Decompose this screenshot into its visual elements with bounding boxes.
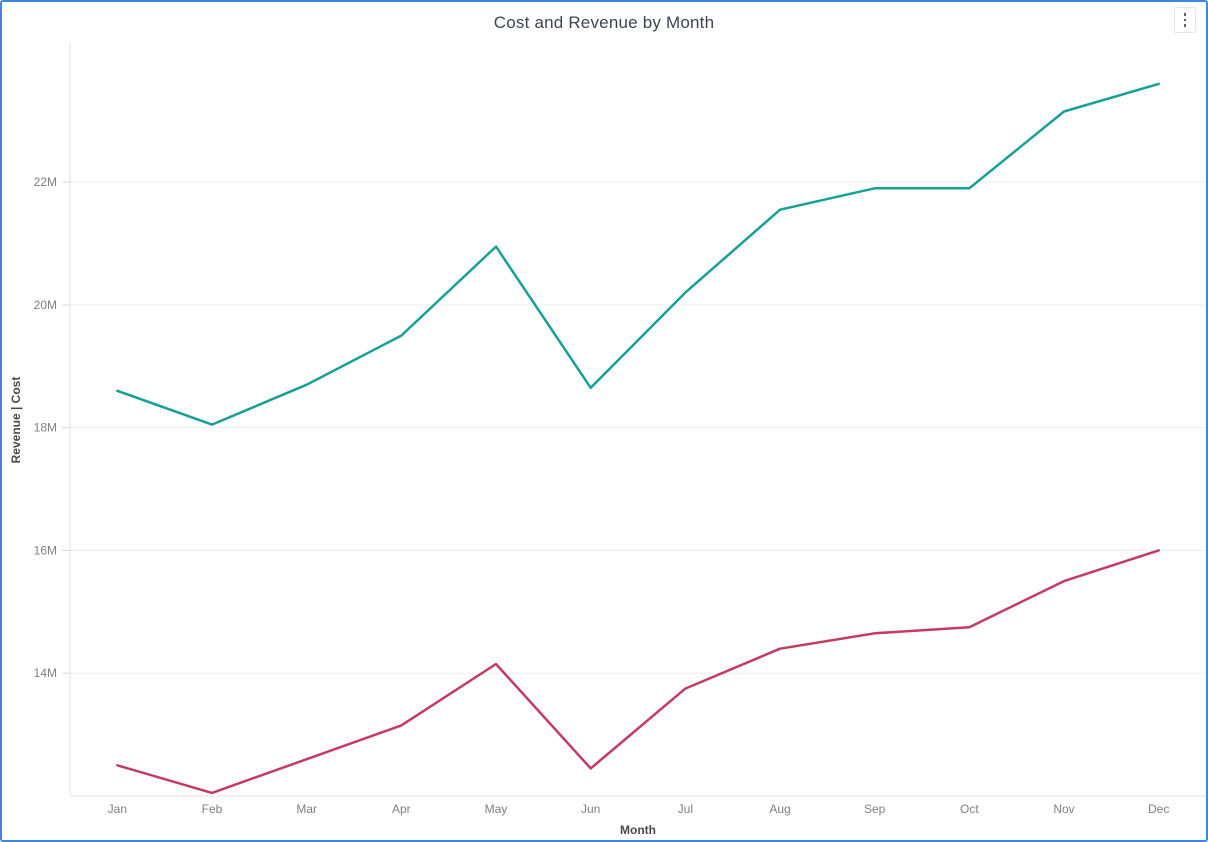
y-axis-tick-label: 22M xyxy=(34,175,57,189)
kebab-dot-icon xyxy=(1183,13,1187,16)
x-axis-category-label: Mar xyxy=(296,802,317,816)
x-axis-title: Month xyxy=(620,823,656,837)
x-axis-category-label: May xyxy=(485,802,508,816)
x-axis-category-label: Apr xyxy=(392,802,411,816)
x-axis-category-label: Feb xyxy=(202,802,223,816)
series-line-revenue[interactable] xyxy=(116,82,1160,426)
x-axis-category-label: Dec xyxy=(1148,802,1169,816)
x-axis-category-label: Nov xyxy=(1053,802,1074,816)
kebab-dot-icon xyxy=(1183,24,1187,27)
series-line-cost[interactable] xyxy=(116,549,1160,795)
x-axis-category-label: Aug xyxy=(769,802,790,816)
x-axis-category-label: Oct xyxy=(960,802,979,816)
x-axis-category-label: Jan xyxy=(108,802,127,816)
y-axis-tick-label: 18M xyxy=(34,421,57,435)
x-axis-category-label: Sep xyxy=(864,802,886,816)
y-axis-tick-label: 14M xyxy=(34,666,57,680)
chart-title: Cost and Revenue by Month xyxy=(493,13,715,32)
more-options-button[interactable] xyxy=(1174,7,1196,33)
y-axis-title: Revenue | Cost xyxy=(9,376,23,464)
x-axis-category-label: Jul xyxy=(678,802,693,816)
y-axis-tick-label: 20M xyxy=(34,298,57,312)
x-axis-category-label: Jun xyxy=(581,802,600,816)
kebab-dot-icon xyxy=(1183,18,1187,22)
y-axis-tick-label: 16M xyxy=(34,543,57,557)
